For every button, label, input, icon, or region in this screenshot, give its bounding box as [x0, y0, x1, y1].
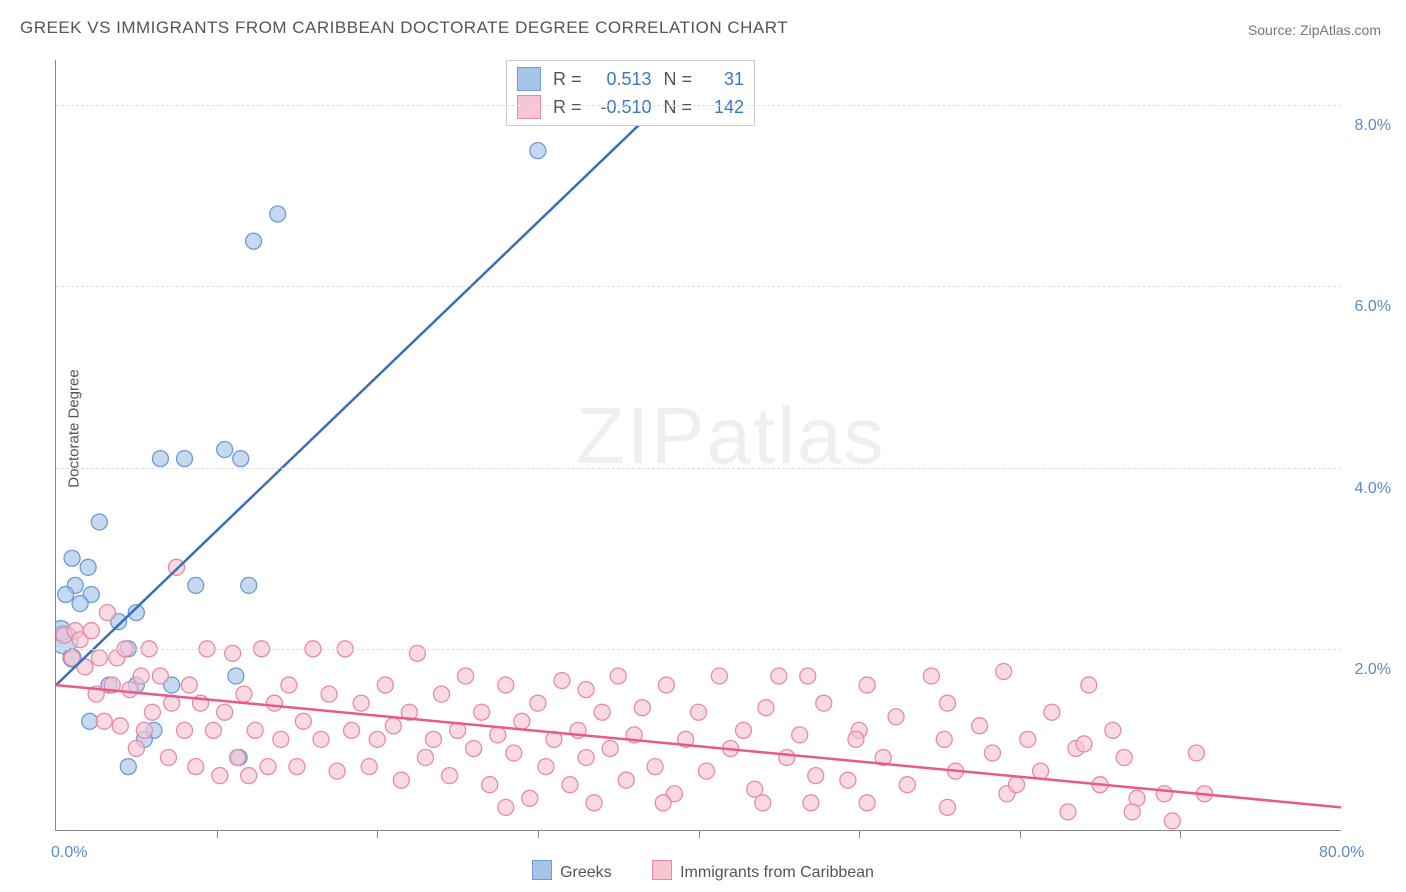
- x-tick: [217, 830, 218, 838]
- legend-swatch-caribbean: [652, 860, 672, 880]
- x-tick: [1020, 830, 1021, 838]
- y-tick-label: 4.0%: [1355, 480, 1391, 498]
- watermark-atlas: atlas: [706, 391, 885, 480]
- x-tick: [377, 830, 378, 838]
- x-tick: [538, 830, 539, 838]
- gridline: [56, 105, 1341, 106]
- x-tick: [1180, 830, 1181, 838]
- n-value-greeks: 31: [704, 69, 744, 90]
- n-label: N =: [664, 69, 693, 90]
- watermark-zip: ZIP: [576, 391, 706, 480]
- swatch-greeks: [517, 67, 541, 91]
- y-tick-label: 8.0%: [1355, 117, 1391, 135]
- stats-legend-box: R = 0.513 N = 31 R = -0.510 N = 142: [506, 60, 755, 126]
- n-value-caribbean: 142: [704, 97, 744, 118]
- plot-area: ZIPatlas R = 0.513 N = 31 R = -0.510 N =…: [55, 60, 1341, 831]
- n-label: N =: [664, 97, 693, 118]
- gridline: [56, 286, 1341, 287]
- legend-label-caribbean: Immigrants from Caribbean: [680, 864, 874, 881]
- stats-row-caribbean: R = -0.510 N = 142: [517, 93, 744, 121]
- chart-title: GREEK VS IMMIGRANTS FROM CARIBBEAN DOCTO…: [20, 18, 788, 38]
- r-label: R =: [553, 69, 582, 90]
- gridline: [56, 649, 1341, 650]
- legend-swatch-greeks: [532, 860, 552, 880]
- bottom-legend: Greeks Immigrants from Caribbean: [0, 860, 1406, 882]
- r-value-greeks: 0.513: [594, 69, 652, 90]
- source-label: Source: ZipAtlas.com: [1248, 22, 1381, 38]
- r-value-caribbean: -0.510: [594, 97, 652, 118]
- x-tick: [859, 830, 860, 838]
- x-tick: [699, 830, 700, 838]
- legend-item-greeks: Greeks: [532, 864, 616, 881]
- r-label: R =: [553, 97, 582, 118]
- y-tick-label: 2.0%: [1355, 661, 1391, 679]
- swatch-caribbean: [517, 95, 541, 119]
- y-tick-label: 6.0%: [1355, 298, 1391, 316]
- gridline: [56, 468, 1341, 469]
- stats-row-greeks: R = 0.513 N = 31: [517, 65, 744, 93]
- legend-label-greeks: Greeks: [560, 864, 612, 881]
- legend-item-caribbean: Immigrants from Caribbean: [652, 864, 874, 881]
